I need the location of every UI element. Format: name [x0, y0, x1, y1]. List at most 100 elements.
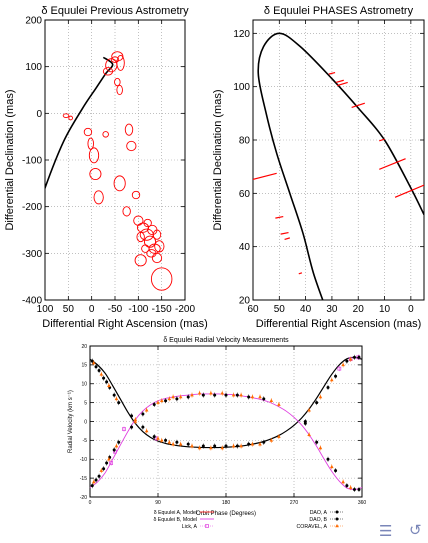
legend-label: δ Equulei A, Model	[154, 510, 197, 516]
astrometry-point	[83, 127, 93, 137]
astrometry-point	[111, 51, 124, 62]
velocity-point	[269, 438, 274, 442]
y-axis-label: Differential Declination (mas)	[212, 89, 224, 230]
velocity-point	[345, 484, 349, 488]
y-tick-label: -300	[22, 249, 42, 260]
legend-label: Lick, A	[182, 524, 198, 530]
x-tick-label: 180	[222, 500, 231, 506]
astrometry-point	[143, 218, 152, 228]
velocity-point	[167, 396, 172, 401]
back-icon[interactable]: ↺	[409, 521, 422, 539]
velocity-point	[117, 401, 121, 405]
x-tick-label: 0	[408, 304, 414, 315]
astrometry-point	[87, 137, 94, 150]
error-bar	[298, 272, 303, 275]
astrometry-point	[143, 235, 157, 248]
x-tick-label: 50	[274, 304, 286, 315]
x-tick-label: 60	[247, 304, 259, 315]
velocity-point	[114, 396, 119, 401]
velocity-point	[99, 468, 104, 472]
astrometry-point	[126, 140, 137, 152]
velocity-point	[197, 445, 202, 450]
velocity-point	[201, 444, 205, 448]
velocity-point	[250, 442, 255, 446]
x-tick-label: -200	[175, 304, 195, 315]
velocity-point	[175, 397, 179, 401]
velocity-point	[357, 355, 361, 359]
astrometry-point	[116, 84, 123, 96]
x-tick-label: -150	[152, 304, 172, 315]
velocity-point	[209, 445, 213, 450]
velocity-point	[159, 438, 164, 442]
velocity-point	[329, 464, 334, 469]
astrometry-point	[151, 252, 163, 264]
plot-area	[89, 354, 363, 492]
y-tick-label: 80	[239, 136, 251, 147]
velocity-point	[156, 400, 160, 404]
velocity-point	[231, 444, 236, 448]
chart-panel-2: 0 90 180 270 360 -20 -15 -10 -5 0 5 10 15 20 δ Equulei…	[68, 337, 366, 530]
y-tick-label: 20	[239, 296, 251, 307]
velocity-point	[171, 394, 175, 399]
velocity-point	[357, 487, 361, 491]
velocity-point	[90, 359, 94, 363]
x-axis-label: Differential Right Ascension (mas)	[256, 318, 421, 330]
velocity-point	[152, 435, 156, 439]
velocity-point	[348, 357, 353, 361]
x-tick-label: -50	[108, 304, 123, 315]
y-axis-label: Radial Velocity (km s⁻¹)	[68, 390, 74, 453]
velocity-point	[220, 391, 225, 395]
velocity-point	[224, 393, 228, 397]
velocity-point	[190, 444, 194, 448]
orbit-curve	[257, 32, 424, 300]
plot-area	[45, 51, 173, 291]
velocity-point	[144, 408, 149, 412]
velocity-point	[307, 408, 311, 412]
velocity-point	[122, 427, 126, 431]
velocity-point	[141, 425, 145, 429]
menu-icon[interactable]: ☰	[379, 522, 393, 540]
velocity-point	[97, 474, 101, 478]
velocity-point	[213, 393, 217, 397]
astrometry-point	[141, 244, 150, 253]
velocity-point	[144, 428, 149, 433]
velocity-point	[239, 444, 243, 448]
velocity-point	[171, 442, 175, 446]
velocity-point	[235, 393, 239, 397]
astrometry-point	[88, 147, 100, 164]
velocity-point	[94, 478, 98, 482]
x-tick-label: 30	[326, 304, 338, 315]
astrometry-point	[102, 67, 114, 76]
error-bar	[275, 215, 284, 219]
y-tick-label: 20	[81, 344, 87, 350]
y-tick-label: -5	[83, 438, 88, 444]
chart-title: δ Equulei PHASES Astrometry	[264, 5, 414, 17]
velocity-point	[94, 365, 98, 369]
y-axis-label: Differential Declination (mas)	[4, 89, 16, 230]
velocity-point	[107, 383, 111, 387]
plot-area	[253, 32, 424, 300]
x-tick-label: -100	[128, 304, 148, 315]
velocity-point	[141, 412, 145, 416]
chart-panel-0: 100 50 0 -50 -100 -150 -2002001000-100-200-300…	[4, 5, 208, 330]
velocity-point	[303, 421, 307, 425]
velocity-point	[315, 440, 319, 444]
y-tick-label: 120	[233, 29, 250, 40]
x-tick-label: 90	[155, 500, 161, 506]
velocity-point	[269, 398, 274, 403]
astrometry-point	[110, 56, 120, 63]
y-tick-label: 15	[81, 363, 87, 369]
astrometry-point	[114, 77, 121, 87]
legend-marker	[335, 524, 339, 528]
velocity-point	[186, 395, 190, 399]
x-tick-label: 0	[89, 500, 92, 506]
x-tick-label: 270	[290, 500, 299, 506]
legend-marker	[335, 517, 339, 521]
legend-label: DAO, A	[310, 510, 328, 516]
velocity-point	[247, 442, 251, 446]
x-axis-label: Differential Right Ascension (mas)	[42, 318, 207, 330]
y-tick-label: -200	[22, 202, 42, 213]
velocity-point	[91, 360, 96, 365]
velocity-point	[90, 484, 94, 488]
velocity-point	[164, 438, 168, 442]
